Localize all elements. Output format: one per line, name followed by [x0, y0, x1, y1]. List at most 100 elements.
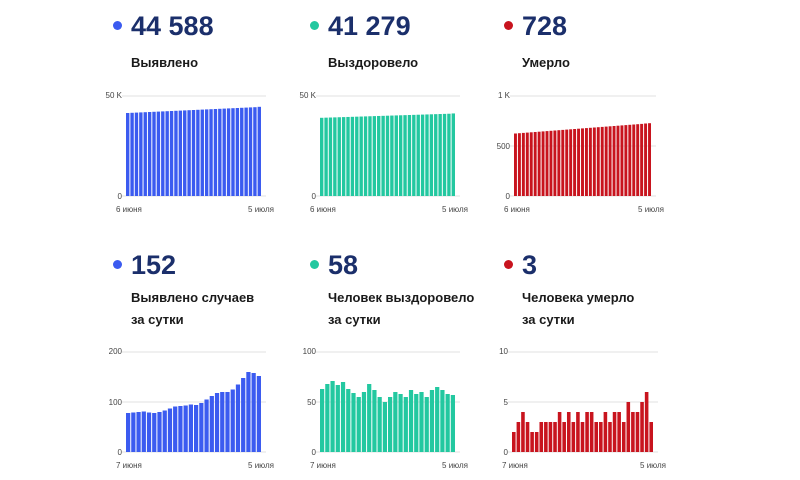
bar	[363, 116, 368, 196]
bar	[450, 395, 455, 452]
bar	[165, 111, 169, 196]
bar	[157, 412, 162, 452]
bar	[514, 133, 517, 196]
bar	[435, 387, 440, 452]
bar	[549, 130, 553, 196]
detected-total: 44 588	[131, 11, 214, 41]
bar	[394, 115, 398, 196]
bar	[372, 116, 377, 196]
bar	[161, 111, 165, 196]
bar	[425, 114, 429, 196]
bar	[416, 114, 420, 196]
bar	[188, 404, 193, 452]
y-tick-label: 10	[499, 347, 508, 356]
bar	[222, 108, 226, 196]
bar	[368, 116, 372, 196]
bar	[561, 129, 565, 196]
bar	[257, 106, 261, 196]
x-tick-label: 6 июня	[116, 205, 142, 214]
detected-label: Выявлено	[131, 55, 199, 70]
bar	[616, 125, 620, 196]
bar	[566, 412, 571, 452]
x-tick-label: 7 июня	[116, 461, 142, 470]
bar	[521, 412, 525, 452]
bar	[592, 127, 596, 196]
y-tick-label: 200	[109, 347, 123, 356]
y-tick-label: 50	[307, 398, 316, 407]
bar	[398, 115, 403, 196]
daily-deaths-total: 3	[522, 250, 538, 280]
bar	[174, 110, 178, 196]
bar	[594, 422, 599, 452]
bar	[525, 132, 529, 196]
daily-detected-dot-icon	[113, 260, 122, 269]
bar	[530, 432, 534, 452]
bar	[178, 406, 183, 452]
bar	[398, 394, 403, 452]
bar	[434, 114, 438, 196]
bar	[377, 397, 382, 452]
bar	[419, 392, 424, 452]
bar	[557, 412, 562, 452]
bar	[612, 126, 616, 196]
bar	[377, 115, 381, 196]
bar	[408, 390, 414, 452]
bar	[152, 111, 156, 196]
bar	[340, 382, 346, 452]
bar	[390, 115, 394, 196]
bar	[438, 114, 442, 196]
bar	[134, 112, 139, 196]
daily-recovered-chart: 100 50 0 7 июня 5 июля	[303, 347, 468, 470]
bar	[191, 110, 196, 196]
bar	[253, 107, 257, 196]
bar	[328, 117, 333, 196]
bar	[367, 384, 372, 452]
daily-detected-total: 152	[131, 250, 177, 280]
bar	[403, 115, 407, 196]
y-tick-label: 0	[312, 192, 317, 201]
bar	[173, 406, 178, 452]
daily-deaths-label-2: за сутки	[522, 312, 575, 327]
deaths-label: Умерло	[522, 55, 570, 70]
daily-recovered-label: Человек выздоровело	[328, 290, 475, 305]
daily-recovered-dot-icon	[310, 260, 319, 269]
bar	[584, 128, 588, 196]
y-tick-label: 0	[118, 448, 123, 457]
bar	[640, 402, 644, 452]
bar	[424, 397, 429, 452]
bar	[178, 110, 183, 196]
x-tick-label: 7 июня	[502, 461, 528, 470]
bar	[403, 397, 408, 452]
y-tick-label: 500	[497, 142, 511, 151]
bar	[553, 422, 557, 452]
bar	[130, 112, 134, 196]
y-tick-label: 1 K	[498, 91, 511, 100]
bar	[588, 127, 592, 196]
x-tick-label: 7 июня	[310, 461, 336, 470]
bar	[648, 123, 651, 196]
bar	[204, 109, 209, 196]
detected-chart: 50 K 0 6 июня 5 июля	[106, 91, 274, 214]
bar	[126, 113, 130, 196]
bar	[649, 422, 653, 452]
y-tick-label: 0	[506, 192, 511, 201]
bar	[580, 422, 585, 452]
bar	[156, 111, 161, 196]
recovered-label: Выздоровело	[328, 55, 419, 70]
bar	[440, 390, 445, 452]
bar	[525, 422, 530, 452]
daily-deaths-dot-icon	[504, 260, 513, 269]
bar	[517, 133, 521, 196]
bar	[141, 411, 146, 452]
x-tick-label: 5 июля	[442, 205, 468, 214]
bar	[635, 412, 640, 452]
bar	[136, 412, 141, 452]
x-tick-label: 6 июня	[310, 205, 336, 214]
bar	[231, 108, 235, 196]
bar	[571, 422, 576, 452]
x-tick-label: 5 июля	[248, 205, 274, 214]
bar	[442, 113, 447, 196]
bar	[420, 114, 425, 196]
bar	[612, 412, 617, 452]
bar	[355, 116, 359, 196]
